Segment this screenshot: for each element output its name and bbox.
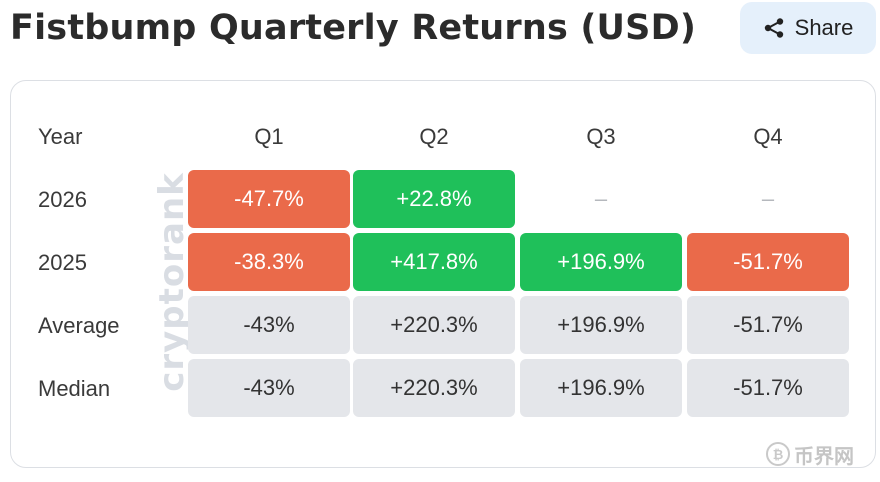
cell-2025-q1: -38.3% <box>188 233 350 291</box>
row-label-2025: 2025 <box>38 250 87 275</box>
cell-2026-q4: – <box>761 186 775 211</box>
watermark: cryptorank <box>152 172 192 392</box>
footer-logo: ₿ 币界网 <box>766 440 854 468</box>
header-q2: Q2 <box>419 124 449 149</box>
cell-2026-q2: +22.8% <box>353 170 515 228</box>
cell-median-q1: -43% <box>188 359 350 417</box>
share-label: Share <box>794 15 854 40</box>
row-label-2026: 2026 <box>38 187 87 212</box>
cell-average-q4: -51.7% <box>687 296 849 354</box>
header-year: Year <box>38 124 83 149</box>
cell-2025-q4: -51.7% <box>687 233 849 291</box>
header-q3: Q3 <box>586 124 616 149</box>
cell-average-q3: +196.9% <box>520 296 682 354</box>
cell-median-q2: +220.3% <box>353 359 515 417</box>
cell-median-q3: +196.9% <box>520 359 682 417</box>
row-label-average: Average <box>38 313 120 338</box>
cell-median-q4: -51.7% <box>687 359 849 417</box>
cell-average-q2: +220.3% <box>353 296 515 354</box>
cell-average-q1: -43% <box>188 296 350 354</box>
row-label-median: Median <box>38 376 111 401</box>
coin-logo-icon: ₿ <box>766 442 790 466</box>
header-q1: Q1 <box>254 124 284 149</box>
cell-2026-q3: – <box>594 186 608 211</box>
cell-2026-q1: -47.7% <box>188 170 350 228</box>
share-icon <box>763 17 785 39</box>
cell-2025-q3: +196.9% <box>520 233 682 291</box>
cell-2025-q2: +417.8% <box>353 233 515 291</box>
footer-logo-text: 币界网 <box>794 445 854 468</box>
share-button[interactable]: Share <box>740 2 876 54</box>
header-q4: Q4 <box>753 124 783 149</box>
page-title: Fistbump Quarterly Returns (USD) <box>10 8 697 48</box>
